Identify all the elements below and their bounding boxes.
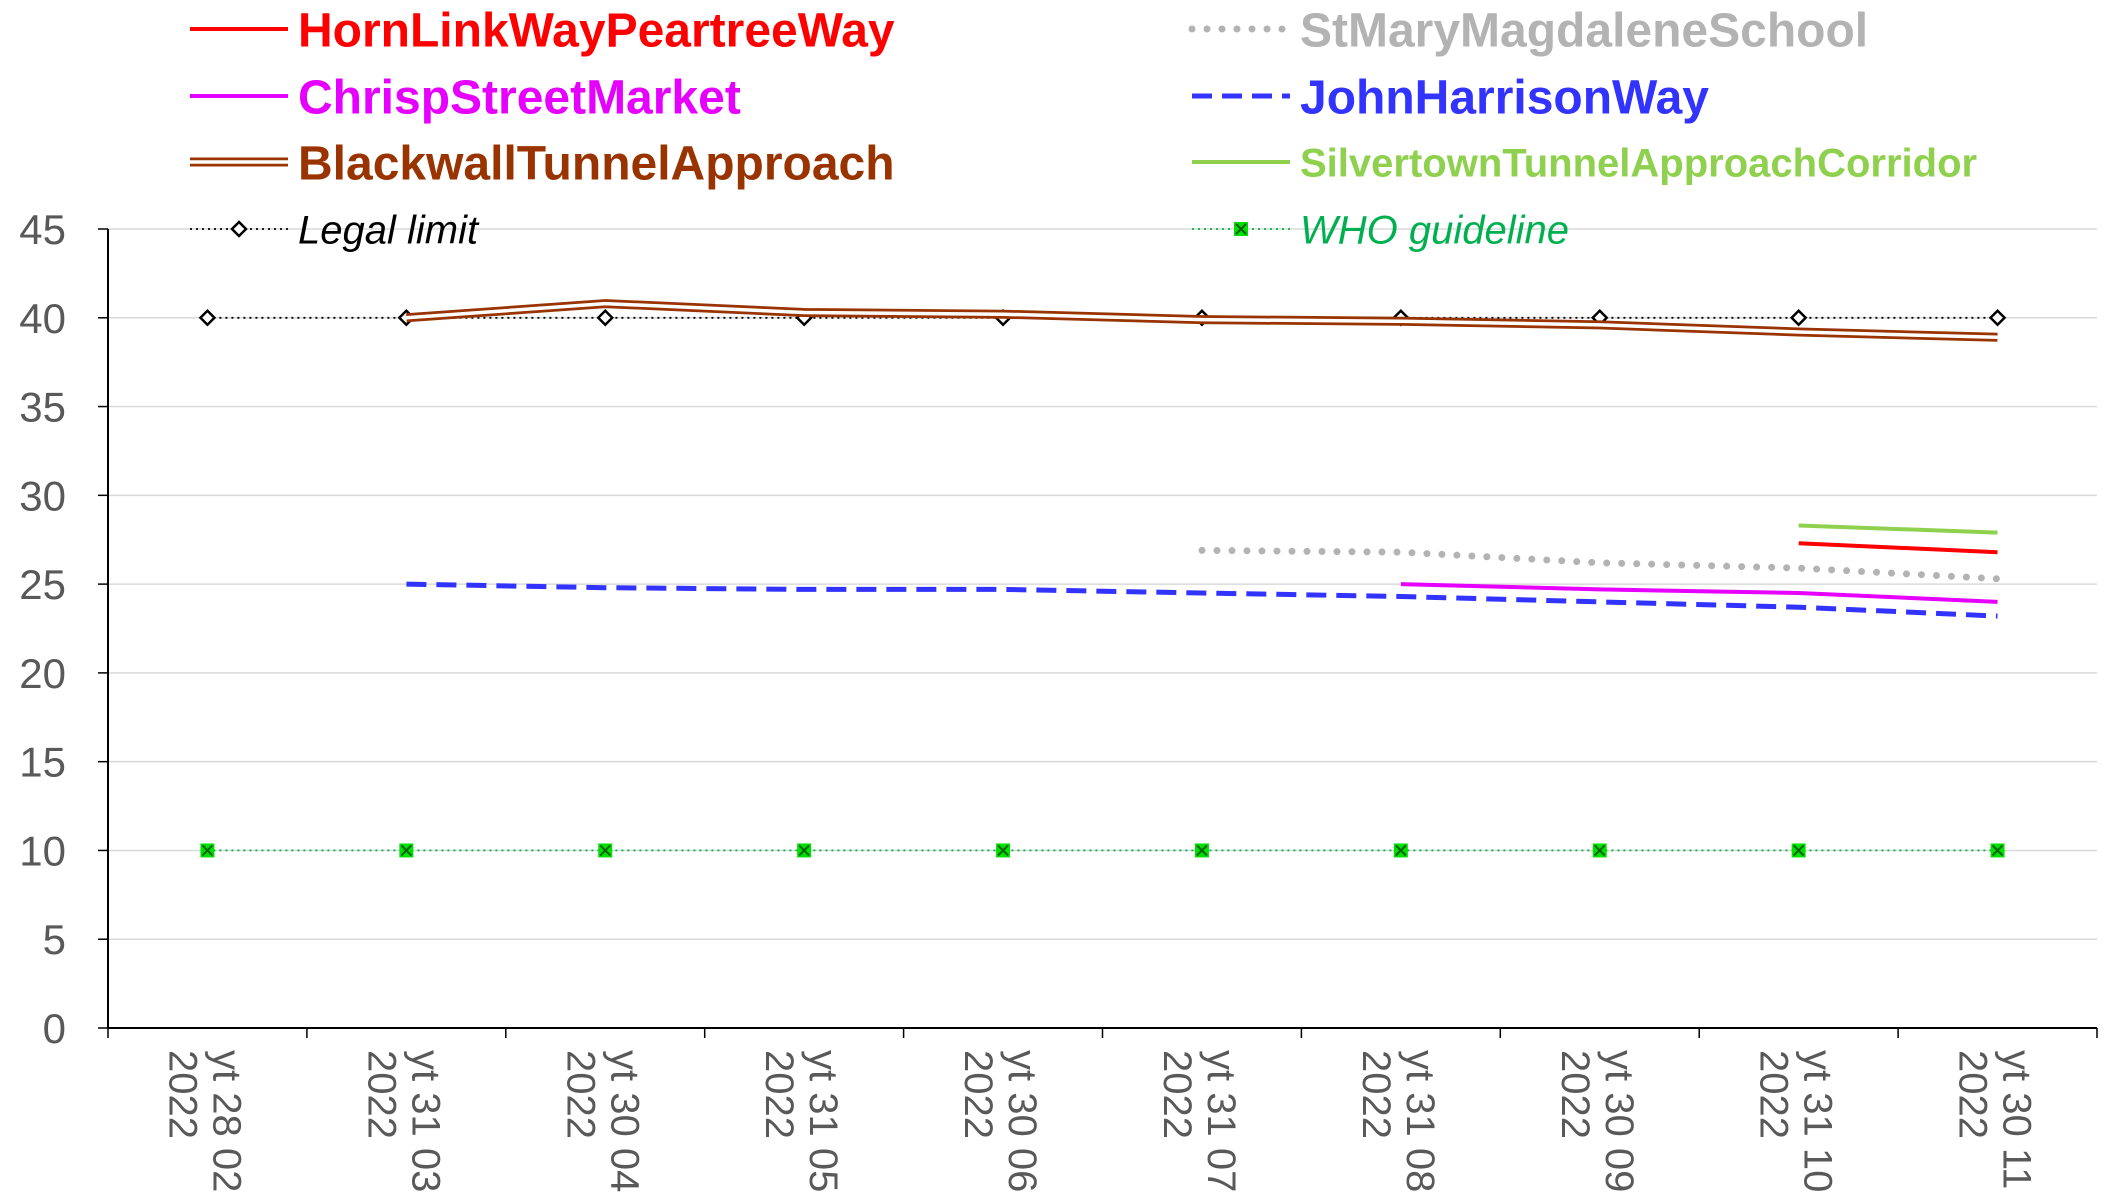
y-tick-label: 30 [19, 472, 66, 519]
who-guideline-point [996, 843, 1011, 858]
series-silvertown-tunnel-approach-corridor [1798, 523, 1998, 535]
legend-label-st-mary-magdalene-school: StMaryMagdaleneSchool [1300, 4, 1868, 57]
who-guideline-point [598, 843, 613, 858]
who-guideline-point-cross [599, 844, 611, 857]
who-guideline-point [200, 843, 215, 858]
x-tick-label: yt 31 082022 [1354, 1050, 1442, 1192]
y-tick-label: 15 [19, 739, 66, 786]
legend-label-blackwall-tunnel-approach: BlackwallTunnelApproach [298, 137, 895, 190]
who-guideline-point-cross [201, 844, 214, 857]
who-guideline-point-cross [1991, 844, 2004, 857]
x-tick-label: yt 30 112022 [1951, 1050, 2039, 1189]
legend-item-blackwall-tunnel-approach: BlackwallTunnelApproach [190, 137, 895, 190]
who-guideline-point-cross [997, 844, 1009, 857]
who-guideline-point [1592, 843, 1607, 858]
x-tick-label: yt 31 052022 [757, 1050, 845, 1192]
who-guideline-point-cross [400, 844, 413, 857]
who-guideline-point-cross [798, 844, 810, 857]
st-mary-magdalene-school-line [1198, 546, 2001, 583]
legend-label-silvertown-tunnel-approach-corridor: SilvertownTunnelApproachCorridor [1300, 141, 1977, 185]
axes: 0 5 10 15 20 25 30 35 40 45 yt 28 022022 yt 31 0320… [19, 206, 2098, 1192]
legend-label-john-harrison-way: JohnHarrisonWay [1300, 71, 1709, 124]
y-tick-label: 45 [19, 206, 66, 253]
blackwall-tunnel-approach-line-inner [406, 301, 1998, 340]
who-guideline-point-cross [1792, 844, 1805, 857]
series-blackwall-tunnel-approach [406, 299, 1998, 342]
legend-label-horn-link-way-peartree-way: HornLinkWayPeartreeWay [298, 4, 895, 57]
series-st-mary-magdalene-school [1198, 546, 2001, 583]
y-tick-label: 5 [43, 916, 66, 963]
x-tick-label: yt 30 042022 [558, 1050, 646, 1192]
who-guideline-point [399, 843, 414, 858]
legend-who-guideline-point [1234, 222, 1248, 236]
x-tick-label: yt 28 022022 [160, 1050, 248, 1192]
legend-item-silvertown-tunnel-approach-corridor: SilvertownTunnelApproachCorridor [1192, 141, 1977, 185]
x-tick-label: yt 30 062022 [956, 1050, 1044, 1192]
who-guideline-point [1990, 843, 2005, 858]
x-tick-label: yt 30 092022 [1553, 1050, 1641, 1192]
horn-link-way-peartree-way-line [1798, 541, 1998, 555]
y-tick-label: 0 [43, 1005, 66, 1052]
legend: HornLinkWayPeartreeWay StMaryMagdaleneSch… [190, 4, 1977, 252]
legend-item-john-harrison-way: JohnHarrisonWay [1192, 71, 1709, 124]
legend-label-legal-limit: Legal limit [298, 208, 480, 252]
who-guideline-point [1393, 843, 1408, 858]
who-guideline-point [797, 843, 812, 858]
y-tick-label: 40 [19, 295, 66, 342]
legend-item-who-guideline: WHO guideline [1192, 208, 1569, 252]
who-guideline-point [1791, 843, 1806, 858]
legend-item-st-mary-magdalene-school: StMaryMagdaleneSchool [1188, 4, 1868, 57]
legend-label-who-guideline: WHO guideline [1300, 208, 1569, 252]
y-tick-label: 25 [19, 561, 66, 608]
series-horn-link-way-peartree-way [1798, 541, 1998, 555]
silvertown-tunnel-approach-corridor-line [1798, 523, 1998, 535]
who-guideline-point-cross [1196, 844, 1208, 857]
legend-item-legal-limit: Legal limit [190, 208, 480, 252]
series-chrisp-street-market [1400, 582, 1998, 604]
x-tick-label: yt 31 032022 [359, 1050, 447, 1192]
legal-limit-point [1988, 309, 2007, 327]
legal-limit-point [1789, 309, 1808, 327]
who-guideline-point [1194, 843, 1209, 858]
legend-item-chrisp-street-market: ChrispStreetMarket [190, 71, 741, 124]
y-tick-label: 10 [19, 827, 66, 874]
legend-legal-limit-point [230, 220, 248, 238]
legend-label-chrisp-street-market: ChrispStreetMarket [298, 71, 741, 124]
legend-who-guideline-point-cross [1235, 223, 1247, 235]
chrisp-street-market-line [1400, 582, 1998, 604]
legend-item-horn-link-way-peartree-way: HornLinkWayPeartreeWay [190, 4, 895, 57]
john-harrison-way-line [406, 581, 1998, 619]
y-tick-label: 20 [19, 650, 66, 697]
who-guideline-point-cross [1395, 844, 1407, 857]
legal-limit-point [198, 309, 217, 327]
plot-area [198, 299, 2007, 858]
series-john-harrison-way [406, 581, 1998, 619]
x-tick-label: yt 31 102022 [1752, 1050, 1840, 1192]
x-tick-label: yt 31 072022 [1155, 1050, 1243, 1192]
series-who-guideline [200, 843, 2005, 858]
legal-limit-point [596, 309, 615, 327]
who-guideline-point-cross [1594, 844, 1606, 857]
y-tick-label: 35 [19, 384, 66, 431]
